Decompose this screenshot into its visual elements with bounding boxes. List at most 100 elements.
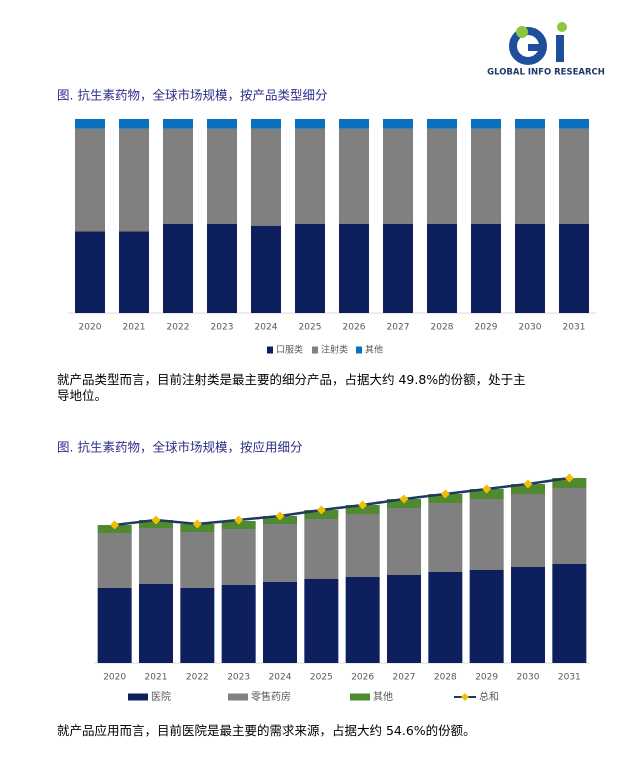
bar-segment bbox=[295, 128, 325, 224]
bar-segment bbox=[221, 585, 256, 663]
bar-segment bbox=[207, 119, 237, 129]
bar-segment bbox=[119, 231, 149, 313]
legend-swatch bbox=[312, 346, 318, 354]
total-marker bbox=[358, 500, 368, 510]
legend-swatch bbox=[267, 346, 273, 354]
bar-segment bbox=[511, 494, 545, 567]
total-marker bbox=[564, 473, 574, 483]
x-tick-label: 2024 bbox=[269, 673, 292, 683]
legend-swatch bbox=[228, 693, 248, 701]
total-marker bbox=[440, 489, 450, 499]
x-tick-label: 2029 bbox=[475, 673, 498, 683]
bar-segment bbox=[515, 128, 545, 224]
bar-segment bbox=[469, 570, 504, 663]
bar-segment bbox=[552, 564, 587, 663]
bar-segment bbox=[559, 223, 589, 313]
bar-segment bbox=[387, 575, 421, 663]
bar-segment bbox=[383, 119, 413, 129]
x-tick-label: 2023 bbox=[211, 323, 234, 333]
bar-segment bbox=[383, 128, 413, 224]
x-tick-label: 2022 bbox=[186, 673, 209, 683]
logo-dot bbox=[516, 26, 528, 38]
logo-text: GLOBAL INFO RESEARCH bbox=[487, 68, 605, 78]
legend-swatch bbox=[350, 693, 370, 701]
bar-segment bbox=[119, 119, 149, 129]
bar-segment bbox=[471, 128, 501, 224]
bar-segment bbox=[515, 223, 545, 313]
bar-segment bbox=[428, 572, 463, 663]
x-tick-label: 2021 bbox=[123, 323, 146, 333]
bar-segment bbox=[163, 128, 193, 224]
x-tick-label: 2023 bbox=[227, 673, 250, 683]
total-marker bbox=[151, 515, 161, 525]
bar-segment bbox=[75, 119, 105, 129]
bar-segment bbox=[511, 484, 545, 494]
paragraph: 就产品类型而言，目前注射类是最主要的细分产品，占据大约 49.8%的份额，处于主… bbox=[57, 372, 526, 403]
total-marker bbox=[110, 520, 120, 530]
bar-segment bbox=[559, 128, 589, 224]
x-tick-label: 2020 bbox=[103, 673, 126, 683]
bar-segment bbox=[339, 223, 369, 313]
total-marker bbox=[316, 505, 326, 515]
bar-segment bbox=[345, 577, 380, 663]
bar-segment bbox=[469, 499, 504, 570]
bar-segment bbox=[515, 119, 545, 129]
x-tick-label: 2027 bbox=[387, 323, 410, 333]
bar-segment bbox=[221, 529, 256, 585]
bar-segment bbox=[339, 119, 369, 129]
bar-segment bbox=[207, 128, 237, 224]
x-tick-label: 2028 bbox=[431, 323, 454, 333]
chart-title: 图. 抗生素药物，全球市场规模，按产品类型细分 bbox=[57, 88, 327, 103]
chart-title: 图. 抗生素药物，全球市场规模，按应用细分 bbox=[57, 440, 302, 455]
bar-segment bbox=[345, 514, 380, 577]
total-marker bbox=[399, 494, 409, 504]
x-tick-label: 2021 bbox=[145, 673, 168, 683]
bar-segment bbox=[427, 128, 457, 224]
x-tick-label: 2031 bbox=[563, 323, 586, 333]
x-tick-label: 2031 bbox=[558, 673, 581, 683]
x-tick-label: 2024 bbox=[255, 323, 278, 333]
bar-segment bbox=[180, 532, 215, 588]
bar-segment bbox=[559, 119, 589, 129]
legend-label: 其他 bbox=[365, 344, 383, 356]
bar-segment bbox=[428, 503, 463, 572]
bar-segment bbox=[97, 588, 132, 663]
bar-segment bbox=[295, 119, 325, 129]
bar-segment bbox=[263, 582, 297, 663]
bar-segment bbox=[471, 119, 501, 129]
bar-segment bbox=[119, 128, 149, 232]
total-marker bbox=[482, 484, 492, 494]
bar-segment bbox=[304, 579, 339, 663]
x-tick-label: 2027 bbox=[393, 673, 416, 683]
legend-label: 其他 bbox=[373, 690, 393, 703]
bar-segment bbox=[471, 223, 501, 313]
logo-i-dot bbox=[557, 22, 567, 32]
x-tick-label: 2026 bbox=[351, 673, 374, 683]
x-tick-label: 2026 bbox=[343, 323, 366, 333]
total-marker bbox=[523, 479, 533, 489]
total-line bbox=[114, 476, 570, 527]
bar-segment bbox=[339, 128, 369, 224]
bar-segment bbox=[221, 521, 256, 529]
total-marker bbox=[275, 511, 285, 521]
bar-segment bbox=[251, 119, 281, 129]
bar-segment bbox=[251, 225, 281, 313]
bar-segment bbox=[427, 223, 457, 313]
bar-segment bbox=[427, 119, 457, 129]
x-tick-label: 2028 bbox=[434, 673, 457, 683]
legend-label: 医院 bbox=[151, 690, 171, 703]
legend-swatch bbox=[128, 693, 148, 701]
legend-label: 零售药房 bbox=[251, 690, 291, 703]
bar-segment bbox=[180, 588, 215, 663]
bar-segment bbox=[295, 223, 325, 313]
paragraph: 就产品应用而言，目前医院是最主要的需求来源，占据大约 54.6%的份额。 bbox=[57, 723, 476, 738]
bar-segment bbox=[251, 128, 281, 226]
legend-label: 总和 bbox=[479, 690, 499, 703]
bar-segment bbox=[469, 489, 504, 499]
x-tick-label: 2025 bbox=[310, 673, 333, 683]
legend-label: 注射类 bbox=[321, 344, 348, 356]
total-marker bbox=[234, 515, 244, 525]
x-tick-label: 2022 bbox=[167, 323, 190, 333]
